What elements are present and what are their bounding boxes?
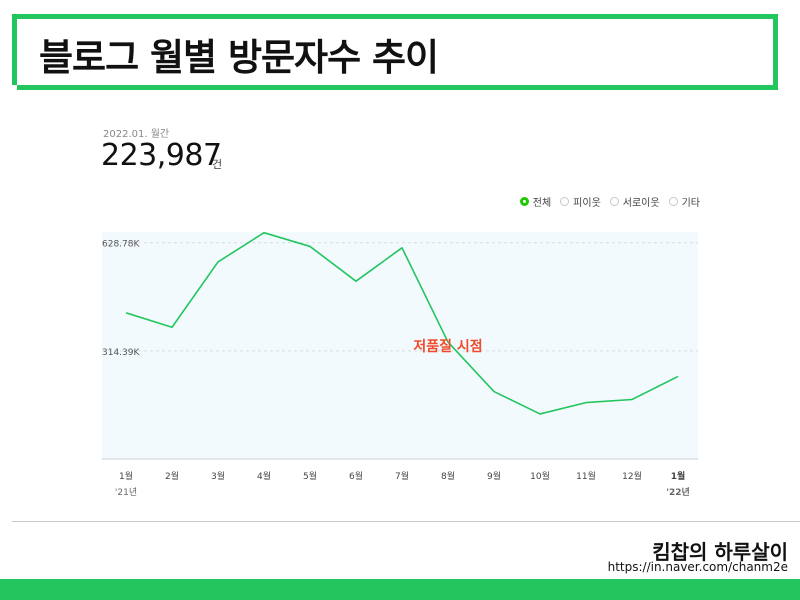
radio-icon[interactable] xyxy=(519,197,529,206)
plot-area xyxy=(102,232,698,459)
x-tick-label: 3월 xyxy=(211,470,225,482)
gridline-label: 628.78K xyxy=(102,240,140,250)
total-visitors: 223,987 xyxy=(101,138,222,173)
radio-icon[interactable] xyxy=(609,197,619,206)
x-tick-label: 4월 xyxy=(257,470,271,482)
legend-label: 기타 xyxy=(681,198,700,209)
legend-label: 피이웃 xyxy=(573,198,601,209)
radio-icon[interactable] xyxy=(668,197,678,206)
legend-item-other[interactable]: 기타 xyxy=(668,194,700,209)
bottom-accent-bar xyxy=(0,579,800,600)
total-unit: 건 xyxy=(212,158,223,171)
footer-brand: 킴찹의 하루살이 xyxy=(652,540,788,564)
x-tick-label: 7월 xyxy=(395,470,409,482)
gridline-label: 314.39K xyxy=(102,348,140,358)
chart-annotation: 저품질 시점 xyxy=(413,338,482,355)
radio-icon[interactable] xyxy=(560,197,570,206)
title-frame-notch xyxy=(12,85,17,95)
footer-divider xyxy=(12,521,800,522)
legend-item-all[interactable]: 전체 xyxy=(519,194,552,209)
x-tick-label: 12월 xyxy=(622,470,642,482)
legend-item-neighbor[interactable]: 피이웃 xyxy=(560,194,601,209)
x-tick-label: 11월 xyxy=(576,470,596,482)
x-tick-label: 10월 xyxy=(530,470,550,482)
x-year-label: '22년 xyxy=(666,486,690,498)
page-title: 블로그 월별 방문자수 추이 xyxy=(39,36,439,79)
x-tick-label: 5월 xyxy=(303,470,317,482)
x-tick-label: 9월 xyxy=(487,470,501,482)
legend-label: 전체 xyxy=(532,198,552,209)
x-tick-label: 8월 xyxy=(441,470,455,482)
x-tick-label: 6월 xyxy=(349,470,363,482)
x-tick-label: 1월 xyxy=(119,470,133,482)
legend: 전체 피이웃 서로이웃 기타 xyxy=(519,194,700,209)
title-frame: 블로그 월별 방문자수 추이 xyxy=(12,14,778,95)
x-tick-label: 1월 xyxy=(671,470,686,482)
legend-item-mutual-neighbor[interactable]: 서로이웃 xyxy=(609,194,660,209)
period-label: 2022.01. 월간 xyxy=(103,129,170,140)
legend-label: 서로이웃 xyxy=(622,198,660,209)
footer-url[interactable]: https://in.naver.com/chanm2e xyxy=(607,560,788,574)
x-year-label: '21년 xyxy=(115,487,137,498)
x-tick-label: 2월 xyxy=(165,470,179,482)
